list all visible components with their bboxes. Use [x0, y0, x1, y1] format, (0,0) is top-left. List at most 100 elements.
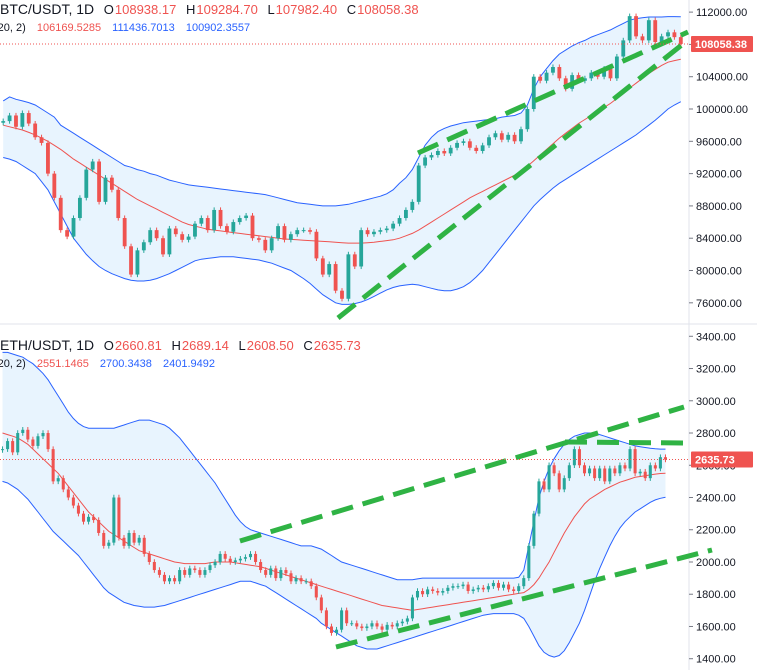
- eth-candle-5: [26, 427, 30, 443]
- btc-candle-104: [666, 29, 670, 39]
- btc-tick-label-6: 100000.00: [696, 104, 748, 116]
- candle-body: [538, 76, 543, 81]
- eth-candle-58: [294, 575, 298, 585]
- eth-tick-label-0: 1400.00: [696, 654, 736, 666]
- candle-body: [426, 589, 430, 595]
- btc-candle-35: [225, 223, 229, 235]
- btc-tick-label-3: 88000.00: [696, 201, 742, 213]
- candle-body: [333, 264, 338, 291]
- eth-open-value: 2660.81: [114, 338, 162, 353]
- candle-body: [527, 545, 531, 579]
- candle-body: [395, 623, 399, 627]
- candle-body: [519, 129, 523, 142]
- btc-candle-47: [301, 227, 306, 233]
- eth-candle-51: [259, 559, 263, 573]
- candle-body: [429, 155, 434, 158]
- btc-candle-72: [461, 138, 466, 146]
- eth-candle-113: [572, 446, 576, 469]
- eth-candle-17: [87, 514, 91, 525]
- candle-body: [618, 465, 622, 474]
- candle-body: [628, 449, 632, 469]
- eth-candle-4: [21, 427, 25, 436]
- candle-body: [384, 228, 389, 231]
- candle-body: [250, 215, 255, 239]
- btc-candle-98: [627, 13, 632, 43]
- eth-candle-87: [441, 588, 445, 596]
- eth-candle-83: [421, 588, 425, 597]
- candle-body: [46, 433, 50, 450]
- btc-symbol: BTC/USDT: [0, 1, 69, 17]
- candle-body: [66, 489, 70, 498]
- candle-body: [542, 481, 546, 490]
- candle-body: [352, 254, 357, 267]
- candle-body: [39, 137, 44, 143]
- eth-candle-85: [431, 586, 435, 594]
- btc-candle-69: [442, 148, 447, 157]
- eth-candle-121: [613, 465, 617, 477]
- candle-body: [608, 468, 612, 482]
- btc-interval: 1D: [76, 1, 95, 17]
- eth-tick-label-7: 2800.00: [696, 428, 736, 440]
- eth-low-label: L: [238, 338, 246, 353]
- eth-candle-65: [329, 623, 333, 636]
- candle-body: [507, 584, 511, 590]
- candle-body: [308, 230, 312, 232]
- candle-body: [380, 626, 384, 630]
- eth-candle-32: [162, 572, 166, 585]
- btc-bb-legend: (20, 2) 106169.5285 111436.7013 100902.3…: [0, 22, 258, 34]
- eth-tick-label-8: 3000.00: [696, 396, 736, 408]
- eth-candle-93: [471, 586, 475, 594]
- candle-body: [577, 449, 581, 466]
- eth-candle-90: [456, 583, 460, 589]
- btc-candle-15: [97, 158, 102, 205]
- candle-body: [547, 465, 551, 490]
- candle-body: [231, 222, 236, 232]
- candle-body: [355, 623, 359, 627]
- candle-body: [623, 465, 627, 469]
- candle-body: [659, 36, 664, 42]
- eth-candle-86: [436, 588, 440, 596]
- candle-body: [588, 468, 592, 474]
- eth-candle-28: [142, 535, 146, 557]
- candle-body: [183, 570, 187, 575]
- btc-bb-upper-line: [2, 16, 681, 207]
- candle-body: [385, 624, 389, 630]
- candle-body: [238, 558, 242, 561]
- eth-candle-71: [360, 623, 364, 631]
- candle-body: [448, 147, 453, 154]
- eth-bb-upper: 2700.3438: [99, 358, 152, 370]
- eth-candle-109: [552, 462, 556, 477]
- candle-body: [415, 591, 420, 598]
- btc-candle-76: [487, 134, 491, 148]
- btc-tick-label-2: 84000.00: [696, 233, 742, 245]
- btc-candle-41: [263, 237, 268, 253]
- candle-body: [517, 586, 521, 592]
- candle-body: [295, 230, 300, 235]
- btc-band-fill: [3, 16, 681, 305]
- candle-body: [431, 589, 435, 592]
- candle-body: [640, 36, 645, 41]
- eth-candle-98: [496, 580, 500, 591]
- candle-body: [33, 123, 38, 138]
- btc-candle-58: [372, 229, 376, 237]
- candle-body: [602, 68, 607, 77]
- btc-candle-60: [384, 225, 389, 233]
- btc-candle-45: [288, 231, 293, 243]
- btc-candle-85: [544, 70, 549, 84]
- candle-body: [243, 557, 247, 559]
- candle-body: [269, 568, 273, 575]
- candle-body: [198, 570, 202, 575]
- btc-candle-78: [499, 130, 504, 143]
- btc-candle-31: [199, 215, 204, 227]
- btc-candle-10: [65, 227, 70, 240]
- candle-body: [208, 565, 212, 571]
- candle-body: [141, 242, 146, 251]
- candle-body: [135, 250, 140, 275]
- candle-body: [233, 560, 237, 562]
- eth-candle-102: [517, 583, 521, 594]
- eth-candle-43: [218, 551, 222, 565]
- btc-candle-37: [237, 215, 242, 225]
- btc-candle-29: [186, 234, 191, 243]
- candle-body: [506, 134, 511, 140]
- btc-candle-53: [340, 288, 344, 302]
